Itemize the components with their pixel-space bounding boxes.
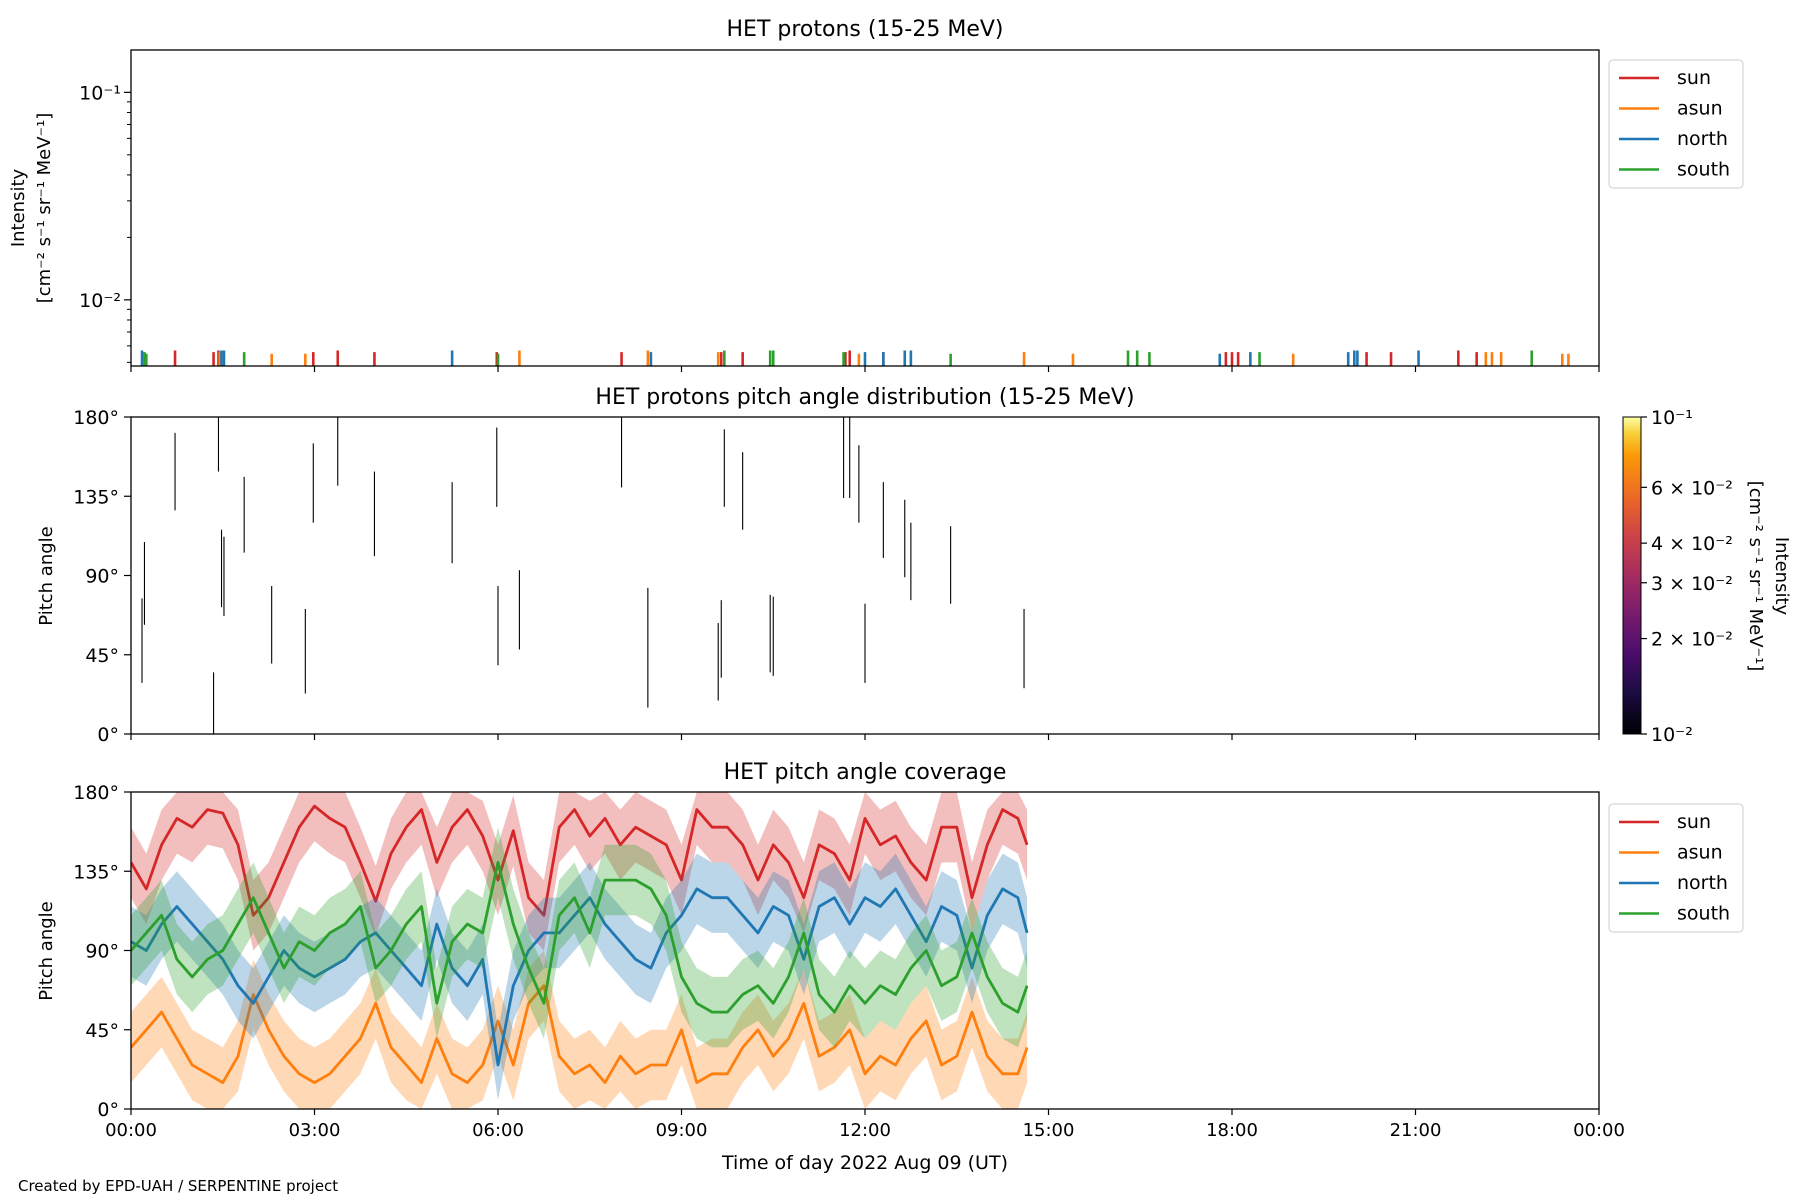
panel3-legend: sun asun north south [1608, 803, 1744, 933]
band-sun [131, 792, 1028, 951]
panel2-marks [141, 417, 1025, 734]
line-north [131, 887, 1029, 1067]
panel-intensity: HET protons (15-25 MeV) 10⁻² 10⁻¹ Intensi… [8, 17, 1744, 372]
colorbar-tick-label: 6 × 10⁻² [1651, 477, 1733, 499]
panel3-yticks: 0° 45° 90° 135° 180° [73, 782, 131, 1121]
colorbar-label: Intensity [1771, 537, 1792, 616]
band-south [131, 827, 1028, 1048]
colorbar-tick-label: 10⁻² [1651, 724, 1693, 746]
panel-coverage: HET pitch angle coverage 0° 45° 90° 135° 180… [36, 760, 1744, 1141]
panel-pad: HET protons pitch angle distribution (15… [36, 385, 1792, 746]
panel2-ylabel: Pitch angle [36, 526, 57, 625]
line-asun [131, 984, 1029, 1084]
band-north [131, 853, 1028, 1101]
panel1-marks [140, 350, 1570, 366]
panel1-title: HET protons (15-25 MeV) [727, 17, 1004, 42]
colorbar: 10⁻² 2 × 10⁻² 3 × 10⁻² 4 × 10⁻² 6 × 10⁻² 10⁻¹… [1622, 407, 1792, 746]
x-tick-label: 00:00 [1573, 1120, 1625, 1141]
panel2-title: HET protons pitch angle distribution (15… [595, 385, 1134, 410]
y-tick-label: 90° [85, 941, 119, 963]
x-tick-label: 03:00 [289, 1120, 341, 1141]
y-tick-label: 45° [85, 645, 119, 667]
colorbar-label-units: [cm⁻² s⁻¹ sr⁻¹ MeV⁻¹] [1745, 481, 1766, 672]
colorbar-tick-label: 2 × 10⁻² [1651, 629, 1733, 651]
legend-box [1608, 59, 1744, 189]
band-asun [131, 950, 1028, 1109]
panel1-frame [130, 49, 1600, 367]
legend-label-south: south [1677, 159, 1730, 181]
x-tick-label: 18:00 [1206, 1120, 1258, 1141]
legend-label-sun: sun [1677, 811, 1711, 833]
line-south [131, 861, 1029, 1014]
panel2-xticks [130, 734, 1600, 740]
line-sun [131, 804, 1029, 917]
panel2-yticks: 0° 45° 90° 135° 180° [73, 407, 131, 746]
y-tick-label: 10⁻² [79, 290, 121, 312]
panel3-marks [131, 792, 1029, 1109]
panel1-legend: sun asun north south [1608, 59, 1744, 189]
panel3-title: HET pitch angle coverage [724, 760, 1007, 785]
x-tick-label: 21:00 [1390, 1120, 1442, 1141]
colorbar-scale [1622, 416, 1642, 735]
x-tick-label: 12:00 [839, 1120, 891, 1141]
legend-label-north: north [1677, 128, 1728, 150]
y-tick-label: 45° [85, 1020, 119, 1042]
colorbar-ticks: 10⁻² 2 × 10⁻² 3 × 10⁻² 4 × 10⁻² 6 × 10⁻² 10⁻¹ [1641, 407, 1733, 746]
panel1-ylabel: Intensity [8, 168, 29, 247]
panel1-xticks [130, 366, 1600, 372]
y-tick-label: 135° [73, 486, 119, 508]
y-tick-label: 180° [73, 407, 119, 429]
colorbar-tick-label: 3 × 10⁻² [1651, 573, 1733, 595]
y-tick-label: 0° [97, 724, 119, 746]
x-tick-label: 09:00 [656, 1120, 708, 1141]
legend-label-south: south [1677, 903, 1730, 925]
x-tick-label: 15:00 [1023, 1120, 1075, 1141]
x-tick-label: 06:00 [472, 1120, 524, 1141]
legend-label-north: north [1677, 872, 1728, 894]
panel1-yticks: 10⁻² 10⁻¹ [79, 82, 131, 363]
panel3-ylabel: Pitch angle [36, 901, 57, 1000]
panel3-xticks: 00:00 03:00 06:00 09:00 12:00 15:00 18:00 21:00… [105, 1109, 1625, 1141]
legend-label-asun: asun [1677, 98, 1723, 120]
legend-label-sun: sun [1677, 67, 1711, 89]
y-tick-label: 0° [97, 1099, 119, 1121]
y-tick-label: 180° [73, 782, 119, 804]
x-tick-label: 00:00 [105, 1120, 157, 1141]
y-tick-label: 90° [85, 566, 119, 588]
legend-label-asun: asun [1677, 842, 1723, 864]
footer-credit: Created by EPD-UAH / SERPENTINE project [18, 1177, 338, 1195]
panel1-ylabel-units: [cm⁻² s⁻¹ sr⁻¹ MeV⁻¹] [34, 113, 55, 304]
x-axis-label: Time of day 2022 Aug 09 (UT) [721, 1152, 1008, 1174]
legend-box [1608, 803, 1744, 933]
colorbar-tick-label: 4 × 10⁻² [1651, 533, 1733, 555]
colorbar-tick-label: 10⁻¹ [1651, 407, 1693, 429]
y-tick-label: 135° [73, 861, 119, 883]
panel2-frame [130, 416, 1600, 735]
y-tick-label: 10⁻¹ [79, 82, 121, 104]
